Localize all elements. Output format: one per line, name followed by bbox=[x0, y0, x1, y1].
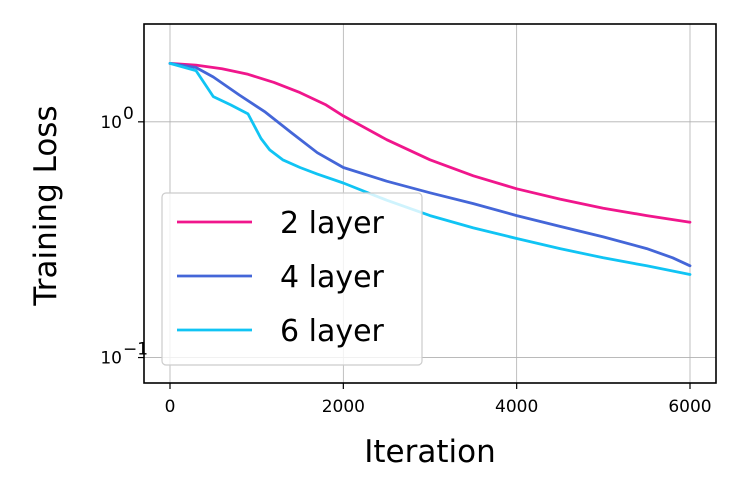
y-axis-label: Training Loss bbox=[28, 105, 64, 306]
x-tick-label: 6000 bbox=[668, 397, 711, 417]
legend-label: 4 layer bbox=[280, 260, 385, 295]
x-tick-label: 4000 bbox=[495, 397, 538, 417]
legend: 2 layer 4 layer 6 layer bbox=[161, 192, 423, 366]
plot-frame bbox=[143, 23, 717, 384]
legend-label: 2 layer bbox=[280, 206, 385, 241]
x-tick-label: 0 bbox=[165, 397, 176, 417]
series-line bbox=[168, 62, 692, 276]
series-line bbox=[168, 62, 692, 224]
x-axis-label: Iteration bbox=[364, 434, 496, 470]
y-tick-label: 10 bbox=[100, 349, 122, 369]
y-tick-exponent: −1 bbox=[123, 340, 148, 360]
x-axis-ticks: 0 2000 4000 6000 bbox=[165, 383, 712, 417]
legend-label: 6 layer bbox=[280, 314, 385, 349]
y-tick-label: 10 bbox=[100, 113, 122, 133]
series-line bbox=[168, 62, 692, 268]
y-tick-exponent: 0 bbox=[123, 104, 134, 124]
legend-box bbox=[161, 192, 423, 366]
series-lines bbox=[168, 62, 692, 276]
x-tick-label: 2000 bbox=[322, 397, 365, 417]
